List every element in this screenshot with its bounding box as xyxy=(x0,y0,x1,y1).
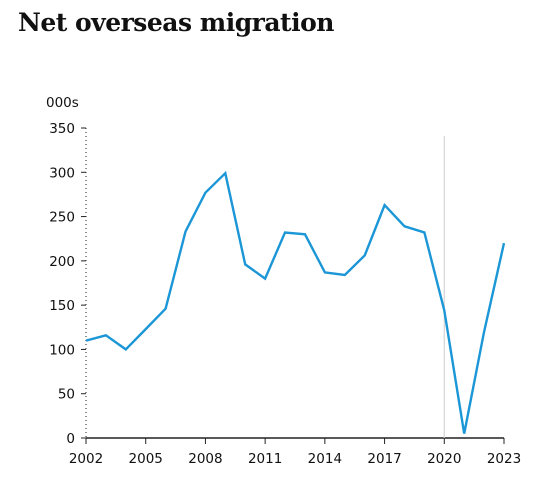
x-tick-label: 2017 xyxy=(367,451,401,467)
x-axis: 2002 2005 2008 2011 2014 2017 2020 2023 xyxy=(69,437,521,467)
y-axis: 0 50 100 150 200 250 300 350 xyxy=(49,121,87,447)
y-unit-label: 000s xyxy=(46,95,79,111)
y-tick-label: 200 xyxy=(49,254,75,270)
y-tick-label: 250 xyxy=(49,210,75,226)
y-tick-label: 300 xyxy=(49,165,75,181)
x-tick-label: 2023 xyxy=(487,451,521,467)
x-tick-label: 2011 xyxy=(248,451,282,467)
series-line xyxy=(85,170,506,434)
x-tick-label: 2002 xyxy=(69,451,103,467)
y-tick-label: 150 xyxy=(49,298,75,314)
y-tick-label: 100 xyxy=(49,342,75,358)
y-tick-label: 50 xyxy=(58,387,75,403)
y-tick-label: 350 xyxy=(49,121,75,137)
chart-title: Net overseas migration xyxy=(18,8,334,37)
x-tick-label: 2008 xyxy=(188,451,222,467)
y-tick-label: 0 xyxy=(66,431,75,447)
x-tick-label: 2014 xyxy=(308,451,342,467)
series-group xyxy=(85,170,506,434)
x-tick-label: 2005 xyxy=(129,451,163,467)
x-tick-label: 2020 xyxy=(427,451,461,467)
